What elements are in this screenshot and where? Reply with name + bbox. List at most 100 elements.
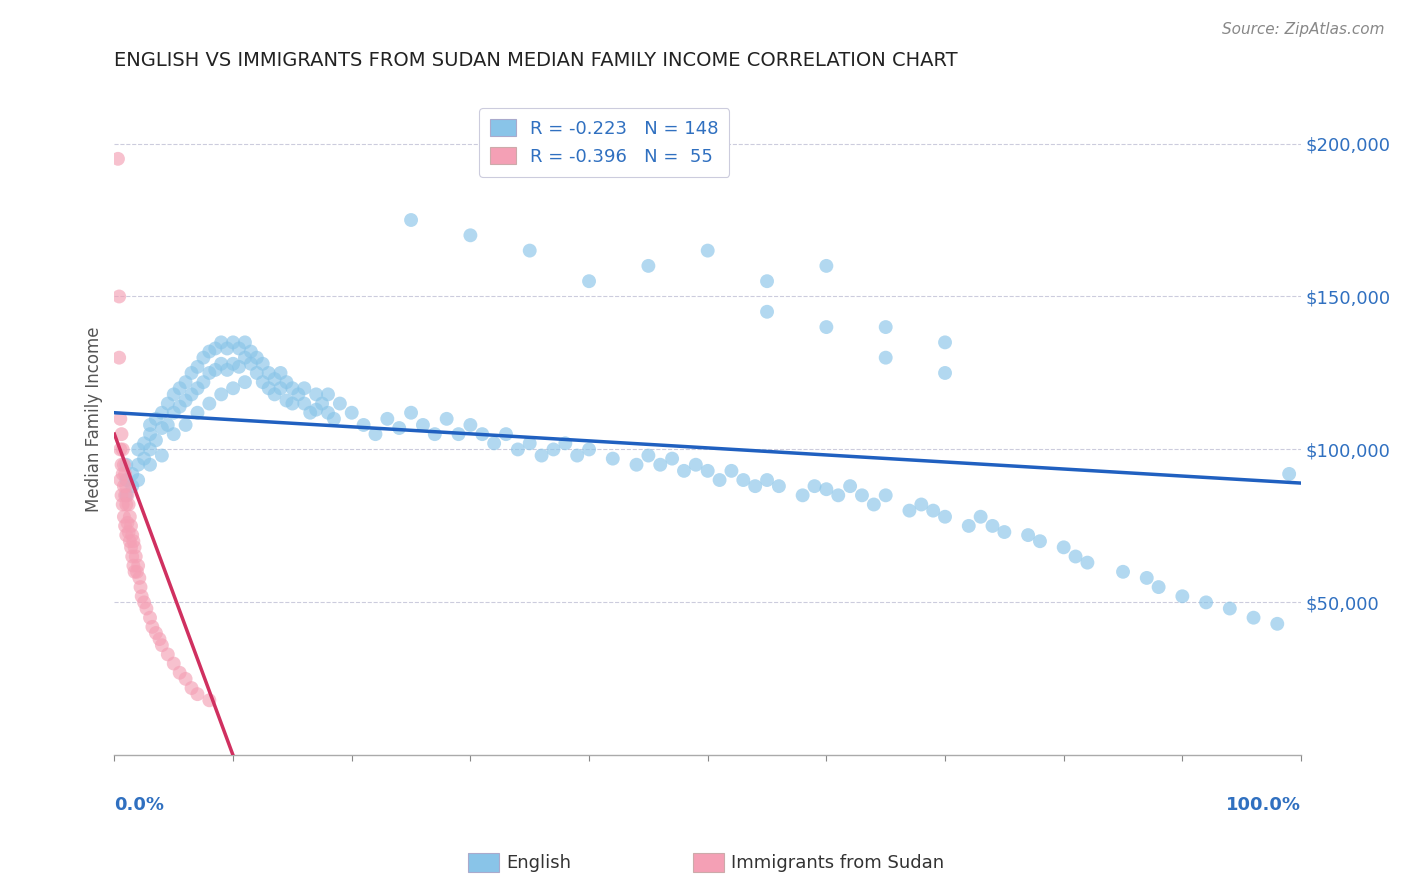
Point xyxy=(1029,534,1052,549)
Text: ENGLISH VS IMMIGRANTS FROM SUDAN MEDIAN FAMILY INCOME CORRELATION CHART: ENGLISH VS IMMIGRANTS FROM SUDAN MEDIAN … xyxy=(114,51,957,70)
Point xyxy=(169,400,191,414)
Point xyxy=(186,381,208,395)
Point xyxy=(696,464,718,478)
Point xyxy=(145,434,167,448)
Point xyxy=(276,393,298,408)
Point xyxy=(186,406,208,420)
Point xyxy=(117,488,139,502)
Point xyxy=(120,519,142,533)
Point xyxy=(530,449,553,463)
Point xyxy=(263,387,285,401)
Point xyxy=(115,528,138,542)
Point xyxy=(128,571,150,585)
Point xyxy=(118,524,141,539)
Point xyxy=(117,516,139,530)
Point xyxy=(756,473,779,487)
Point xyxy=(311,396,333,410)
Point xyxy=(125,565,148,579)
Point xyxy=(112,479,135,493)
Point xyxy=(1278,467,1301,481)
Point xyxy=(329,396,352,410)
Point xyxy=(239,357,262,371)
Point xyxy=(118,509,141,524)
Point xyxy=(1147,580,1170,594)
Point xyxy=(150,638,173,652)
Point xyxy=(934,509,956,524)
Point xyxy=(792,488,814,502)
Point xyxy=(353,417,375,432)
Point xyxy=(174,393,197,408)
Point xyxy=(115,473,138,487)
Point xyxy=(388,421,411,435)
Point xyxy=(839,479,862,493)
Point xyxy=(709,473,731,487)
Point xyxy=(768,479,790,493)
Point xyxy=(276,375,298,389)
Point xyxy=(637,449,659,463)
Point xyxy=(135,601,157,615)
Point xyxy=(519,244,541,258)
Point xyxy=(198,344,221,359)
Point xyxy=(257,381,280,395)
Point xyxy=(460,228,482,243)
Point xyxy=(111,498,134,512)
Point xyxy=(875,488,897,502)
Point xyxy=(270,381,292,395)
Point xyxy=(815,320,838,334)
Point xyxy=(934,335,956,350)
Point xyxy=(292,396,315,410)
Point xyxy=(863,498,886,512)
Point xyxy=(246,351,269,365)
Point xyxy=(519,436,541,450)
Point xyxy=(125,549,148,564)
Text: English: English xyxy=(506,854,571,871)
Point xyxy=(114,467,136,481)
Point xyxy=(139,442,162,457)
Point xyxy=(129,580,152,594)
Point xyxy=(108,289,131,303)
Point xyxy=(756,274,779,288)
Point xyxy=(115,458,138,472)
Point xyxy=(364,427,387,442)
Point xyxy=(257,366,280,380)
Point xyxy=(399,213,422,227)
Point xyxy=(198,366,221,380)
Point xyxy=(120,541,142,555)
Text: Immigrants from Sudan: Immigrants from Sudan xyxy=(731,854,945,871)
Point xyxy=(163,427,186,442)
Point xyxy=(193,351,215,365)
Point xyxy=(118,534,141,549)
Point xyxy=(112,458,135,472)
Point xyxy=(209,335,232,350)
Point xyxy=(626,458,648,472)
Point xyxy=(122,534,145,549)
Point xyxy=(495,427,517,442)
Point xyxy=(150,406,173,420)
Point xyxy=(239,344,262,359)
Point xyxy=(114,519,136,533)
Point xyxy=(180,387,202,401)
Point xyxy=(815,482,838,496)
Point xyxy=(233,375,256,389)
Point xyxy=(875,320,897,334)
Point xyxy=(148,632,170,646)
Point xyxy=(198,396,221,410)
Point xyxy=(827,488,849,502)
Point xyxy=(222,381,245,395)
Point xyxy=(482,436,505,450)
Point xyxy=(228,359,250,374)
Point xyxy=(506,442,529,457)
Text: 100.0%: 100.0% xyxy=(1226,796,1301,814)
Point xyxy=(156,648,179,662)
Point xyxy=(111,467,134,481)
Point xyxy=(340,406,363,420)
Point xyxy=(150,449,173,463)
Point xyxy=(198,693,221,707)
Point xyxy=(127,442,149,457)
Point xyxy=(122,558,145,573)
Point xyxy=(139,427,162,442)
Point xyxy=(145,412,167,426)
Point xyxy=(228,342,250,356)
Point xyxy=(127,473,149,487)
Point xyxy=(111,442,134,457)
